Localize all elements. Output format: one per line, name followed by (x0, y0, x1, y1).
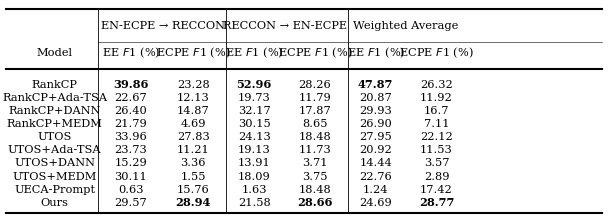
Text: 20.87: 20.87 (359, 93, 392, 103)
Text: UTOS+DANN: UTOS+DANN (14, 158, 95, 169)
Text: UTOS+Ada-TSA: UTOS+Ada-TSA (8, 145, 102, 155)
Text: 28.26: 28.26 (299, 80, 331, 90)
Text: 14.44: 14.44 (359, 158, 392, 169)
Text: 11.79: 11.79 (299, 93, 331, 103)
Text: 3.71: 3.71 (302, 158, 328, 169)
Text: 3.57: 3.57 (424, 158, 449, 169)
Text: UECA-Prompt: UECA-Prompt (14, 185, 95, 195)
Text: 1.24: 1.24 (363, 185, 389, 195)
Text: 13.91: 13.91 (238, 158, 271, 169)
Text: 27.95: 27.95 (359, 132, 392, 142)
Text: RankCP+DANN: RankCP+DANN (9, 106, 101, 116)
Text: 28.77: 28.77 (419, 197, 454, 208)
Text: RankCP+Ada-TSA: RankCP+Ada-TSA (2, 93, 107, 103)
Text: ECPE $F$1 (%): ECPE $F$1 (%) (399, 46, 474, 60)
Text: EN-ECPE → RECCON: EN-ECPE → RECCON (101, 21, 225, 31)
Text: 2.89: 2.89 (424, 172, 449, 181)
Text: EE $F$1 (%): EE $F$1 (%) (225, 46, 283, 60)
Text: EE $F$1 (%): EE $F$1 (%) (347, 46, 405, 60)
Text: 11.73: 11.73 (299, 145, 331, 155)
Text: UTOS: UTOS (38, 132, 72, 142)
Text: 30.11: 30.11 (114, 172, 147, 181)
Text: 17.42: 17.42 (420, 185, 453, 195)
Text: ECPE $F$1 (%): ECPE $F$1 (%) (277, 46, 353, 60)
Text: 26.32: 26.32 (420, 80, 453, 90)
Text: 29.57: 29.57 (114, 198, 147, 208)
Text: 15.29: 15.29 (114, 158, 147, 169)
Text: Weighted Average: Weighted Average (353, 21, 459, 31)
Text: 20.92: 20.92 (359, 145, 392, 155)
Text: 4.69: 4.69 (181, 119, 206, 129)
Text: 0.63: 0.63 (118, 185, 143, 195)
Text: 16.7: 16.7 (424, 106, 449, 116)
Text: EE $F$1 (%): EE $F$1 (%) (102, 46, 160, 60)
Text: 32.17: 32.17 (238, 106, 271, 116)
Text: Model: Model (36, 48, 73, 58)
Text: 1.55: 1.55 (181, 172, 206, 181)
Text: RankCP: RankCP (32, 80, 78, 90)
Text: 11.21: 11.21 (177, 145, 210, 155)
Text: Ours: Ours (41, 198, 69, 208)
Text: 21.79: 21.79 (114, 119, 147, 129)
Text: 11.53: 11.53 (420, 145, 453, 155)
Text: 3.75: 3.75 (302, 172, 328, 181)
Text: 28.94: 28.94 (176, 197, 211, 208)
Text: 18.48: 18.48 (299, 185, 331, 195)
Text: 22.76: 22.76 (359, 172, 392, 181)
Text: RankCP+MEDM: RankCP+MEDM (7, 119, 103, 129)
Text: 3.36: 3.36 (181, 158, 206, 169)
Text: 17.87: 17.87 (299, 106, 331, 116)
Text: 30.15: 30.15 (238, 119, 271, 129)
Text: 18.09: 18.09 (238, 172, 271, 181)
Text: 1.63: 1.63 (241, 185, 267, 195)
Text: 27.83: 27.83 (177, 132, 210, 142)
Text: 23.28: 23.28 (177, 80, 210, 90)
Text: 7.11: 7.11 (424, 119, 449, 129)
Text: UTOS+MEDM: UTOS+MEDM (13, 172, 97, 181)
Text: 23.73: 23.73 (114, 145, 147, 155)
Text: 24.13: 24.13 (238, 132, 271, 142)
Text: 28.66: 28.66 (297, 197, 333, 208)
Text: 22.12: 22.12 (420, 132, 453, 142)
Text: 18.48: 18.48 (299, 132, 331, 142)
Text: 8.65: 8.65 (302, 119, 328, 129)
Text: ECPE $F$1 (%): ECPE $F$1 (%) (156, 46, 231, 60)
Text: 24.69: 24.69 (359, 198, 392, 208)
Text: 29.93: 29.93 (359, 106, 392, 116)
Text: 15.76: 15.76 (177, 185, 210, 195)
Text: 26.40: 26.40 (114, 106, 147, 116)
Text: 11.92: 11.92 (420, 93, 453, 103)
Text: 12.13: 12.13 (177, 93, 210, 103)
Text: 19.73: 19.73 (238, 93, 271, 103)
Text: 52.96: 52.96 (237, 79, 272, 90)
Text: 21.58: 21.58 (238, 198, 271, 208)
Text: 19.13: 19.13 (238, 145, 271, 155)
Text: 22.67: 22.67 (114, 93, 147, 103)
Text: 26.90: 26.90 (359, 119, 392, 129)
Text: 47.87: 47.87 (358, 79, 393, 90)
Text: 33.96: 33.96 (114, 132, 147, 142)
Text: 14.87: 14.87 (177, 106, 210, 116)
Text: RECCON → EN-ECPE: RECCON → EN-ECPE (223, 21, 347, 31)
Text: 39.86: 39.86 (113, 79, 148, 90)
